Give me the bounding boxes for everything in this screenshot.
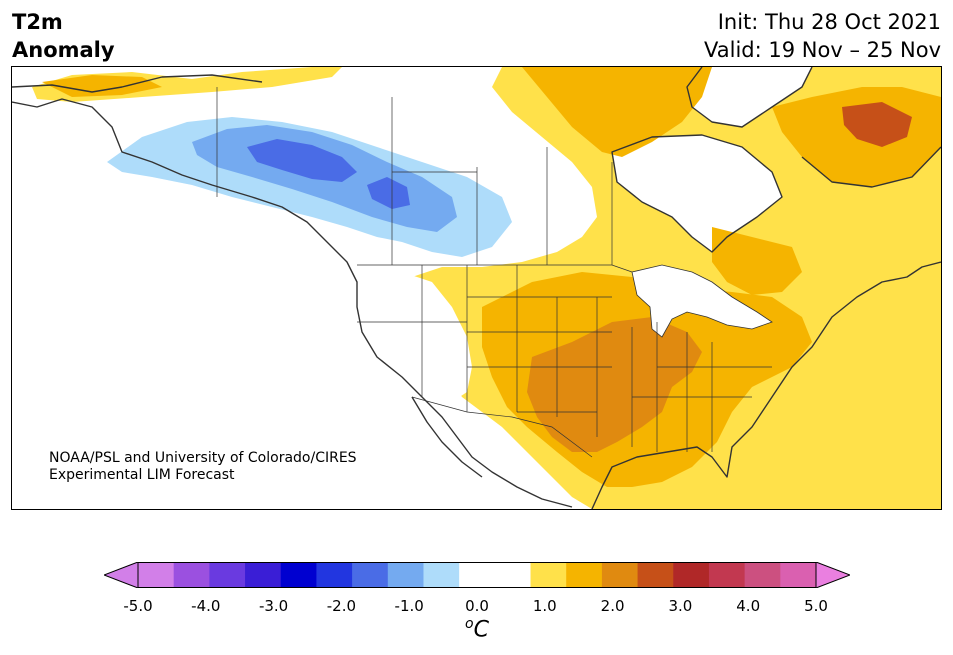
gold-anomaly-arctic-left xyxy=(42,75,162,97)
alaska-coast xyxy=(12,74,263,93)
great-lakes xyxy=(631,264,773,338)
valid-dates: Valid: 19 Nov – 25 Nov xyxy=(704,38,941,62)
arctic-water xyxy=(687,67,812,127)
colorbar-cell xyxy=(280,562,317,588)
colorbar-unit: oC xyxy=(465,616,489,642)
colorbar xyxy=(104,562,850,588)
colorbar-over-arrow xyxy=(815,562,850,588)
colorbar-cell xyxy=(601,562,639,588)
neutral-pacific-nw xyxy=(342,272,472,402)
colorbar-cells xyxy=(104,562,850,588)
colorbar-cell xyxy=(209,562,246,588)
credit-line-2: Experimental LIM Forecast xyxy=(49,467,235,483)
credit-line-1: NOAA/PSL and University of Colorado/CIRE… xyxy=(49,450,357,466)
colorbar-cell xyxy=(780,562,817,588)
hudson-bay-coast xyxy=(611,134,783,253)
colorbar-tick-label: -3.0 xyxy=(258,597,289,615)
orange-anomaly-region xyxy=(527,317,702,452)
colorbar-cell xyxy=(494,562,532,588)
borders xyxy=(216,87,772,458)
map-svg xyxy=(12,67,941,509)
colorbar-cell xyxy=(459,562,496,588)
canada-province-borders xyxy=(391,97,613,265)
arctic-island-coast xyxy=(686,67,813,128)
colorbar-cell xyxy=(423,562,460,588)
map-title: T2m Anomaly xyxy=(12,8,115,64)
colorbar-tick-label: 3.0 xyxy=(668,597,693,615)
unit-base: C xyxy=(473,617,489,643)
colorbar-tick-label: -5.0 xyxy=(123,597,153,615)
colorbar-tick-label: 4.0 xyxy=(736,597,761,615)
labrador-coast xyxy=(801,146,941,188)
gold-anomaly-north xyxy=(522,67,712,157)
colorbar-under-arrow xyxy=(104,562,139,588)
unit-superscript: o xyxy=(465,616,474,632)
us-mexico-border xyxy=(411,396,593,458)
credit-text: NOAA/PSL and University of Colorado/CIRE… xyxy=(49,450,357,484)
dark-blue-anomaly xyxy=(247,139,357,182)
colorbar-cell xyxy=(316,562,353,588)
colorbar-cell xyxy=(530,562,567,588)
title-line-2: Anomaly xyxy=(12,38,115,62)
colorbar-cell xyxy=(352,562,389,588)
colorbar-tick-label: -4.0 xyxy=(191,597,221,615)
colorbar-cell xyxy=(138,562,175,588)
colorbar-cell xyxy=(744,562,781,588)
coastlines xyxy=(12,67,941,509)
colorbar-cell xyxy=(387,562,424,588)
anomaly-map xyxy=(11,66,942,510)
gulf-coast xyxy=(591,261,941,509)
colorbar-tick-label: -1.0 xyxy=(394,597,424,615)
colorbar-tick-label: 2.0 xyxy=(600,597,625,615)
colorbar-tick-label: -2.0 xyxy=(326,597,357,615)
gold-anomaly-east-canada xyxy=(712,227,802,295)
colorbar-cell xyxy=(708,562,746,588)
colorbar-cell xyxy=(637,562,674,588)
colorbar-tick-label: 0.0 xyxy=(465,597,489,615)
colorbar-frame xyxy=(137,562,817,588)
baja-coast xyxy=(411,396,483,478)
colorbar-tick-label: 1.0 xyxy=(532,597,557,615)
colorbar-cell xyxy=(245,562,282,588)
colorbar-cell xyxy=(566,562,603,588)
dark-blue-anomaly-small xyxy=(367,177,410,209)
pacific-coast xyxy=(12,98,573,508)
red-anomaly-northeast xyxy=(842,102,912,147)
colorbar-cell xyxy=(673,562,710,588)
forecast-dates: Init: Thu 28 Oct 2021 Valid: 19 Nov – 25… xyxy=(704,8,941,64)
colorbar-cell xyxy=(173,562,210,588)
init-date: Init: Thu 28 Oct 2021 xyxy=(717,10,941,34)
colorbar-tick-label: 5.0 xyxy=(804,597,828,615)
title-line-1: T2m xyxy=(12,10,63,34)
hudson-bay-water xyxy=(612,135,782,252)
us-state-borders xyxy=(357,265,772,452)
